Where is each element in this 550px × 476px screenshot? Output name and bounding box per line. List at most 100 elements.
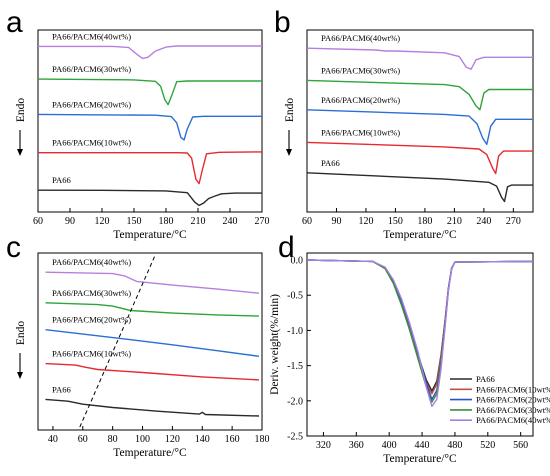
series-line-0 (38, 45, 262, 60)
panel-c: c 40 60 80 100 120 140 160 180 Temperature/°C Endo… (6, 231, 270, 459)
x-tick-label: 480 (447, 440, 462, 451)
panel-letter-c: c (6, 231, 21, 264)
plot-frame (306, 252, 534, 437)
series-label: PA66/PACM6(20wt%) (52, 99, 131, 109)
y-axis-label: Endo (15, 98, 27, 123)
panel-letter-b: b (274, 6, 291, 39)
x-axis-label: Temperature/°C (113, 447, 187, 459)
series-label: PA66/PACM6(10wt%) (52, 138, 131, 148)
legend-entry: PA66/PACM6(10wt%) (476, 384, 550, 394)
x-axis-label: Temperature/°C (383, 453, 457, 465)
panel-letter-a: a (6, 6, 23, 39)
y-tick-label: 0.0 (291, 256, 304, 267)
series-line-3 (307, 141, 533, 175)
x-tick-label: 270 (255, 216, 270, 227)
series-label: PA66/PACM6(40wt%) (52, 31, 131, 41)
x-tick-label: 90 (331, 216, 341, 227)
x-tick-label: 240 (476, 216, 491, 227)
y-axis-label: Endo (15, 321, 27, 346)
series-line-3 (45, 362, 260, 381)
y-axis-label: Deriv. weight(%/min) (269, 294, 281, 395)
y-tick-label: -1.5 (287, 361, 303, 372)
x-tick-label: 60 (33, 216, 43, 227)
series-line-4 (307, 259, 533, 408)
x-tick-label: 560 (513, 440, 528, 451)
x-tick-label: 270 (506, 216, 521, 227)
legend-entry: PA66 (476, 374, 495, 384)
x-axis-label: Temperature/°C (383, 229, 457, 241)
series-line-0 (45, 271, 260, 294)
legend-entry: PA66/PACM6(40wt%) (476, 415, 550, 425)
endo-arrow-head (17, 149, 23, 156)
series-line-1 (307, 79, 533, 111)
series-label: PA66 (52, 384, 71, 394)
x-tick-label: 160 (225, 434, 240, 445)
x-tick-label: 120 (358, 216, 373, 227)
x-tick-label: 210 (447, 216, 462, 227)
x-tick-label: 180 (159, 216, 174, 227)
x-tick-label: 400 (382, 440, 397, 451)
series-line-0 (307, 259, 533, 392)
endo-arrow-head (17, 372, 23, 379)
x-tick-label: 520 (480, 440, 495, 451)
panel-letter-d: d (278, 231, 295, 264)
series-line-2 (38, 113, 262, 141)
panel-a: a 60 90 120 150 180 210 240 270 Temperature/°C End… (6, 6, 270, 241)
x-tick-label: 60 (78, 434, 88, 445)
series-line-2 (45, 329, 260, 357)
x-tick-label: 120 (165, 434, 180, 445)
series-line-4 (38, 189, 262, 207)
series-label: PA66/PACM6(40wt%) (321, 33, 400, 43)
y-axis-label: Endo (284, 98, 296, 123)
series-line-1 (38, 78, 262, 106)
x-tick-label: 180 (417, 216, 432, 227)
series-line-1 (307, 259, 533, 395)
series-label: PA66/PACM6(20wt%) (321, 95, 400, 105)
x-tick-label: 120 (95, 216, 110, 227)
y-tick-label: -2.0 (287, 396, 303, 407)
x-tick-label: 90 (65, 216, 75, 227)
x-tick-label: 80 (108, 434, 118, 445)
series-line-3 (307, 259, 533, 403)
series-label: PA66/PACM6(10wt%) (321, 127, 400, 137)
x-tick-label: 100 (135, 434, 150, 445)
y-tick-label: -2.5 (287, 432, 303, 443)
series-label: PA66/PACM6(30wt%) (52, 64, 131, 74)
plot-frame (37, 29, 263, 213)
legend-entry: PA66/PACM6(30wt%) (476, 405, 550, 415)
x-tick-label: 210 (191, 216, 206, 227)
x-tick-label: 60 (302, 216, 312, 227)
series-line-0 (307, 47, 533, 70)
x-tick-label: 150 (388, 216, 403, 227)
x-tick-label: 320 (316, 440, 331, 451)
endo-arrow-head (286, 149, 292, 156)
panel-b: b 60 90 120 150 180 210 240 270 Temperature/°C End… (274, 6, 534, 241)
panel-d: d 320 360 400 440 480 520 560 Temperature/°C 0.0 -… (269, 231, 550, 465)
series-label: PA66 (52, 175, 71, 185)
x-tick-label: 240 (223, 216, 238, 227)
x-tick-label: 360 (349, 440, 364, 451)
x-tick-label: 40 (48, 434, 58, 445)
series-label: PA66/PACM6(30wt%) (52, 288, 131, 298)
y-tick-label: -0.5 (287, 291, 303, 302)
series-line-3 (38, 151, 262, 185)
glass-transition-dashed-line (79, 256, 155, 428)
series-line-4 (307, 172, 533, 203)
series-line-2 (307, 109, 533, 146)
plot-frame (306, 29, 534, 213)
series-label: PA66/PACM6(10wt%) (52, 349, 131, 359)
x-tick-label: 150 (127, 216, 142, 227)
series-label: PA66/PACM6(30wt%) (321, 65, 400, 75)
series-label: PA66 (321, 158, 340, 168)
legend-entry: PA66/PACM6(20wt%) (476, 395, 550, 405)
x-tick-label: 180 (255, 434, 270, 445)
plot-frame (37, 252, 263, 431)
x-tick-label: 440 (415, 440, 430, 451)
y-tick-label: -1.0 (287, 326, 303, 337)
series-label: PA66/PACM6(40wt%) (52, 257, 131, 267)
series-line-2 (307, 259, 533, 401)
series-line-4 (45, 398, 260, 417)
x-axis-label: Temperature/°C (113, 229, 187, 241)
x-tick-label: 140 (195, 434, 210, 445)
